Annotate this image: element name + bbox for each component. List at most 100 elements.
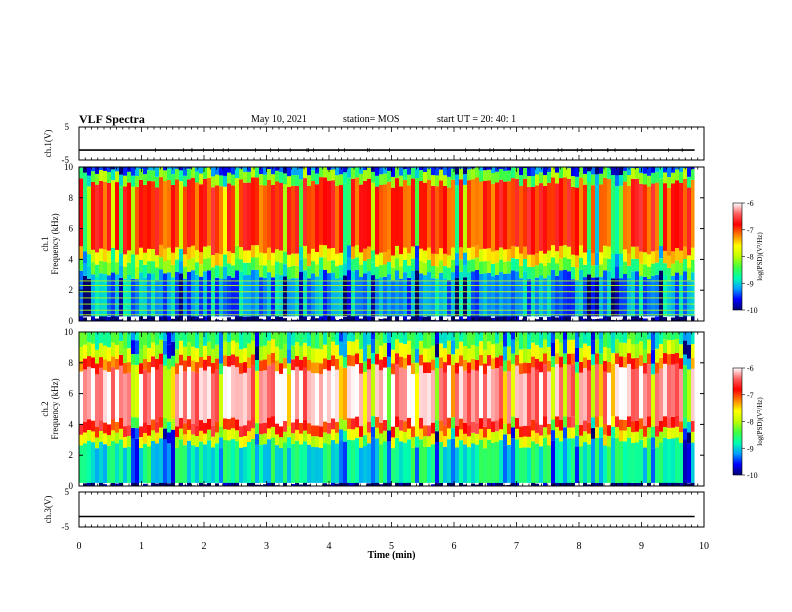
psd-band-cell: [455, 185, 459, 254]
y-tick-label: 6: [69, 224, 74, 234]
psd-band-cell: [447, 428, 451, 440]
psd-band-cell: [235, 178, 239, 246]
psd-band-cell: [87, 167, 91, 176]
psd-band-cell: [223, 429, 227, 440]
psd-band-cell: [219, 363, 223, 375]
psd-band-cell: [115, 443, 119, 483]
psd-band-cell: [451, 340, 455, 355]
psd-band-cell: [599, 339, 603, 354]
psd-band-cell: [283, 431, 287, 443]
psd-band-cell: [407, 167, 411, 175]
psd-band-cell: [679, 250, 683, 263]
psd-band-cell: [267, 439, 271, 483]
psd-band-cell: [367, 271, 371, 317]
psd-band-cell: [159, 332, 163, 340]
psd-band-cell: [247, 171, 251, 183]
psd-band-cell: [259, 318, 263, 321]
psd-band-cell: [659, 245, 663, 259]
psd-band-cell: [615, 437, 619, 483]
psd-band-cell: [303, 178, 307, 246]
psd-band-cell: [631, 332, 635, 345]
psd-band-cell: [603, 311, 607, 321]
psd-band-cell: [259, 174, 263, 185]
psd-band-cell: [155, 358, 159, 370]
psd-band-cell: [619, 265, 623, 279]
psd-band-cell: [419, 354, 423, 366]
colorbar-tick-label: -6: [747, 199, 754, 208]
psd-band-cell: [367, 432, 371, 444]
psd-band-cell: [687, 255, 691, 268]
psd-band-cell: [307, 167, 311, 176]
psd-band-cell: [527, 436, 531, 448]
psd-band-cell: [435, 357, 439, 368]
psd-band-cell: [299, 168, 303, 180]
psd-band-cell: [579, 177, 583, 246]
psd-band-cell: [355, 416, 359, 428]
psd-band-cell: [203, 246, 207, 259]
psd-band-cell: [215, 358, 219, 370]
psd-band-cell: [95, 252, 99, 265]
psd-band-cell: [139, 426, 143, 438]
psd-band-cell: [347, 355, 351, 366]
psd-band-cell: [475, 346, 479, 360]
psd-band-cell: [359, 373, 363, 427]
psd-band-cell: [223, 167, 227, 176]
psd-band-cell: [439, 314, 443, 321]
psd-band-cell: [387, 274, 391, 317]
psd-band-cell: [611, 416, 615, 427]
psd-band-cell: [675, 363, 679, 416]
psd-band-cell: [299, 422, 303, 434]
psd-band-cell: [463, 346, 467, 360]
psd-band-cell: [507, 423, 511, 435]
psd-band-cell: [351, 418, 355, 430]
psd-band-cell: [167, 169, 171, 180]
psd-band-cell: [195, 362, 199, 373]
psd-band-cell: [227, 263, 231, 276]
psd-band-cell: [343, 250, 347, 264]
psd-band-cell: [503, 181, 507, 250]
psd-band-cell: [531, 367, 535, 420]
psd-band-cell: [335, 186, 339, 254]
psd-band-cell: [591, 354, 595, 365]
psd-band-cell: [507, 346, 511, 361]
psd-band-cell: [115, 344, 119, 359]
psd-band-cell: [559, 419, 563, 431]
psd-band-cell: [271, 437, 275, 483]
psd-band-cell: [419, 180, 423, 249]
psd-band-cell: [643, 373, 647, 426]
psd-band-cell: [303, 367, 307, 420]
psd-band-cell: [187, 356, 191, 367]
psd-band-cell: [323, 177, 327, 246]
psd-band-cell: [275, 332, 279, 347]
psd-band-cell: [595, 416, 599, 428]
psd-band-cell: [131, 340, 135, 354]
psd-band-cell: [607, 178, 611, 247]
psd-band-cell: [95, 277, 99, 317]
psd-band-cell: [599, 184, 603, 253]
psd-band-cell: [619, 167, 623, 175]
psd-band-cell: [331, 169, 335, 181]
psd-band-cell: [263, 185, 267, 254]
psd-band-cell: [267, 332, 271, 341]
psd-band-cell: [131, 427, 135, 439]
psd-band-cell: [87, 342, 91, 357]
psd-band-cell: [319, 244, 323, 258]
psd-band-cell: [275, 273, 279, 317]
colorbar-tick-label: -9: [747, 279, 754, 288]
psd-band-cell: [651, 317, 655, 321]
psd-band-cell: [331, 440, 335, 483]
psd-band-cell: [187, 167, 191, 169]
psd-band-cell: [467, 247, 471, 261]
psd-band-cell: [471, 443, 475, 483]
psd-band-cell: [335, 253, 339, 267]
psd-band-cell: [87, 254, 91, 267]
psd-band-cell: [611, 185, 615, 254]
psd-band-cell: [263, 265, 267, 278]
psd-band-cell: [107, 167, 111, 173]
psd-band-cell: [651, 426, 655, 438]
psd-band-cell: [247, 262, 251, 275]
psd-band-cell: [191, 445, 195, 483]
psd-band-cell: [87, 332, 91, 343]
psd-band-cell: [635, 246, 639, 259]
psd-band-cell: [535, 174, 539, 186]
